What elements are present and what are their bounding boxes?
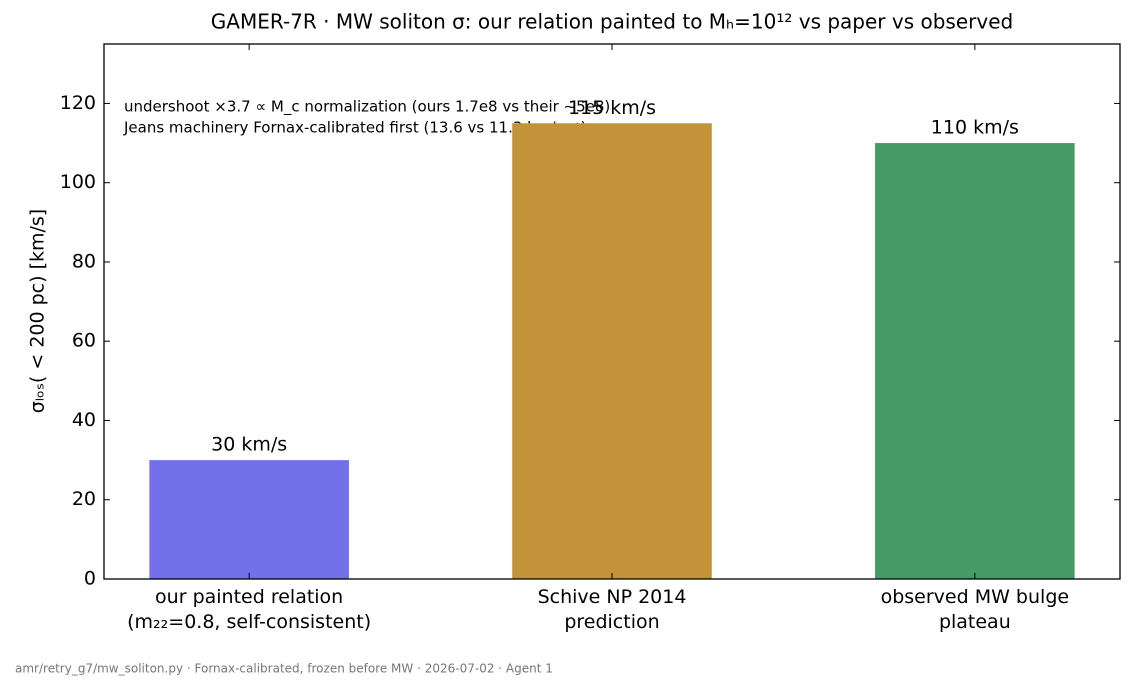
y-tick-label: 20: [72, 488, 96, 510]
y-axis-label: σₗₒₛ( < 200 pc) [km/s]: [27, 209, 49, 413]
annotation: undershoot ×3.7 ∝ M_c normalization (our…: [124, 98, 610, 117]
bar: [149, 460, 349, 579]
y-tick-label: 120: [60, 92, 96, 114]
y-tick-label: 60: [72, 330, 96, 352]
x-tick-label: observed MW bulge plateau: [880, 586, 1070, 633]
y-tick-label: 0: [84, 568, 96, 590]
bar: [875, 143, 1075, 579]
plot-frame: [103, 43, 1121, 580]
x-tick-label: Schive NP 2014 prediction: [537, 586, 687, 633]
y-tick-label: 100: [60, 171, 96, 193]
footer: amr/retry_g7/mw_soliton.py · Fornax-cali…: [15, 662, 553, 676]
value-label: 110 km/s: [931, 117, 1019, 139]
x-tick-label: our painted relation (m₂₂=0.8, self-cons…: [127, 586, 372, 633]
value-label: 30 km/s: [211, 434, 287, 456]
chart-title: GAMER-7R · MW soliton σ: our relation pa…: [211, 10, 1013, 34]
bar: [512, 123, 712, 579]
y-tick-label: 40: [72, 409, 96, 431]
y-tick-label: 80: [72, 250, 96, 272]
annotation: Jeans machinery Fornax-calibrated first …: [123, 119, 587, 137]
value-label: 115 km/s: [568, 97, 656, 119]
